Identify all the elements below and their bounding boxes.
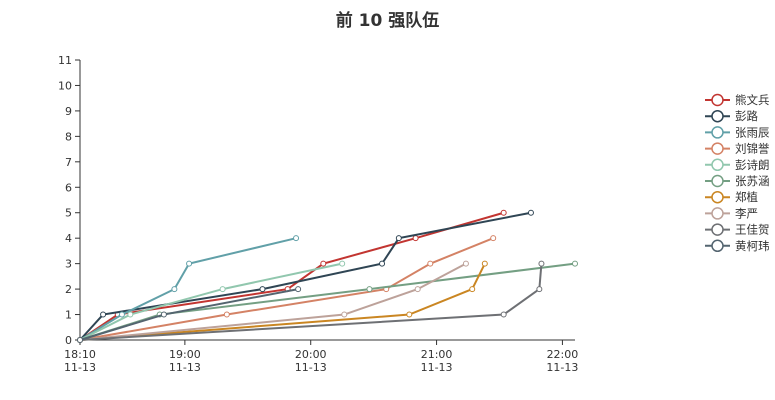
chart-title: 前 10 强队伍 (335, 11, 440, 31)
x-tick-sublabel: 11-13 (169, 361, 201, 374)
x-tick-sublabel: 11-13 (546, 361, 578, 374)
data-point (100, 311, 107, 318)
series-line-1 (79, 211, 504, 341)
x-tick-sublabel: 11-13 (295, 361, 327, 374)
y-tick-label: 7 (65, 156, 72, 169)
legend-item-label[interactable]: 张苏涵 (735, 174, 770, 188)
legend-item-label[interactable]: 熊文兵 (735, 93, 770, 107)
y-tick-label: 11 (58, 54, 72, 67)
data-point (572, 260, 578, 267)
legend-marker-icon (711, 109, 724, 123)
data-point (490, 235, 497, 242)
series-line-7 (79, 263, 486, 341)
x-tick-sublabel: 11-13 (421, 361, 453, 374)
data-point (223, 311, 230, 318)
y-tick-label: 8 (65, 130, 72, 143)
data-point (538, 260, 545, 267)
series-line-8 (79, 262, 467, 341)
data-point (500, 209, 507, 216)
data-point (118, 311, 125, 318)
x-tick-sublabel: 11-13 (64, 361, 96, 374)
data-point (366, 286, 373, 293)
data-point (536, 286, 543, 293)
data-point (186, 260, 193, 267)
legend-item-label[interactable]: 刘锦誉 (735, 142, 770, 156)
legend-marker-icon (711, 223, 724, 236)
data-point (500, 311, 507, 318)
data-point (259, 286, 266, 293)
data-point (395, 235, 402, 242)
y-tick-label: 0 (65, 334, 72, 347)
legend-item-label[interactable]: 李严 (735, 206, 758, 220)
data-point (339, 260, 346, 267)
data-point (427, 260, 434, 267)
data-point (469, 286, 476, 293)
legend-item-label[interactable]: 黄柯玮 (735, 239, 770, 253)
x-tick-label: 22:00 (547, 348, 579, 361)
series-line-9 (79, 263, 543, 341)
data-point (171, 286, 178, 293)
legend-marker-icon (711, 174, 724, 188)
series-line-2 (79, 211, 532, 341)
y-tick-label: 9 (65, 105, 72, 118)
series-line-5 (79, 262, 343, 341)
legend-item-label[interactable]: 彭路 (735, 109, 758, 123)
data-point (320, 260, 327, 267)
y-tick-label: 1 (65, 309, 72, 322)
data-point (527, 209, 534, 216)
legend-item-label[interactable]: 彭诗朗 (735, 158, 770, 172)
data-point (462, 260, 469, 267)
x-tick-label: 21:00 (421, 348, 453, 361)
legend-marker-icon (711, 190, 724, 204)
data-point (293, 235, 300, 242)
legend-marker-icon (711, 93, 724, 107)
data-point (219, 286, 226, 293)
legend-marker-icon (711, 207, 724, 220)
legend-marker-icon (711, 158, 724, 172)
legend-marker-icon (711, 142, 724, 155)
data-point (406, 311, 413, 318)
legend-marker-icon (711, 126, 724, 139)
data-point (412, 235, 419, 242)
data-point (341, 311, 348, 318)
data-point (481, 260, 488, 267)
data-point (160, 311, 167, 318)
y-tick-label: 4 (65, 232, 72, 245)
y-tick-label: 2 (65, 283, 72, 296)
data-point (127, 311, 134, 318)
data-point (295, 286, 302, 293)
legend-marker-icon (711, 239, 724, 253)
x-tick-label: 19:00 (169, 348, 201, 361)
y-tick-label: 10 (58, 79, 72, 92)
data-point (379, 260, 386, 267)
legend-item-label[interactable]: 郑植 (735, 190, 758, 204)
x-tick-label: 20:00 (295, 348, 327, 361)
legend-item-label[interactable]: 王佳贺 (735, 223, 770, 237)
data-point (414, 286, 421, 293)
y-tick-label: 3 (65, 258, 72, 271)
y-tick-label: 6 (65, 181, 72, 194)
data-point (77, 337, 83, 343)
y-tick-label: 5 (65, 207, 72, 220)
x-tick-label: 18:10 (64, 348, 96, 361)
legend-item-label[interactable]: 张雨辰 (735, 125, 770, 139)
